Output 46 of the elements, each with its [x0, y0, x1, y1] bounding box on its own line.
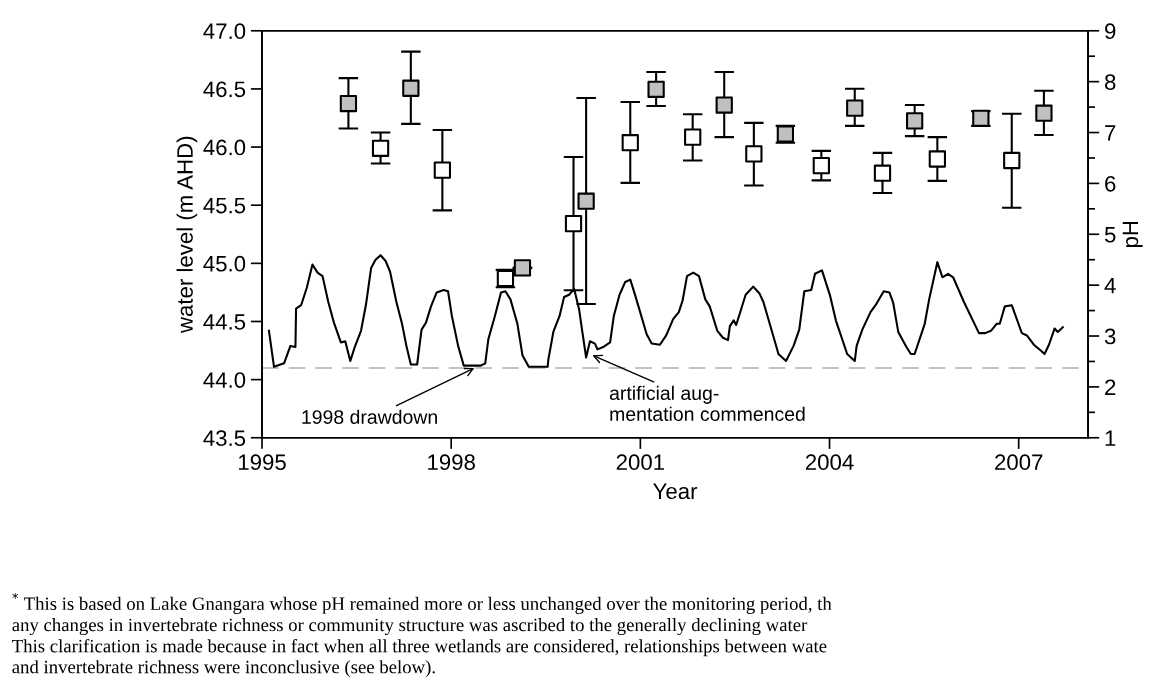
y2-tick-label: 4: [1104, 277, 1116, 294]
y-tick-label: 44.5: [203, 314, 246, 330]
y-tick-label: 45.0: [203, 255, 246, 272]
point: [339, 94, 358, 113]
x-tick-label: 1998: [428, 454, 475, 471]
point: [812, 156, 830, 175]
y-tick-label: 43.5: [203, 430, 246, 447]
y2-tick-label: 5: [1104, 227, 1116, 243]
point: [564, 214, 583, 233]
text: $^{*}$ This is based on Lake Gnangara whose pH remained more or less unchanged over the monitoring period, th any changes in invertebrate richness or community structure was ascribed to the generally declining water This clarification is made because in fact when all three wetlands are considered, relationships between wate and invertebrate richness were inconclusive (see below).: [12, 592, 832, 678]
y-axis-title: water level (m AHD): [176, 136, 198, 334]
point: [1003, 151, 1021, 170]
x-tick-label: 1995: [239, 454, 286, 471]
y2-tick-label: 7: [1105, 125, 1116, 141]
point: [684, 128, 702, 146]
point: [621, 134, 639, 152]
point: [906, 112, 924, 130]
x-tick-label: 2004: [805, 454, 854, 471]
annotation: 1998 drawdown: [302, 409, 437, 424]
y2-tick-label: 1: [1105, 430, 1116, 446]
point: [371, 139, 390, 157]
y-tick-label: 44.0: [203, 372, 246, 388]
y-tick-label: 46.0: [203, 139, 246, 156]
y2-axis-title: pH: [1122, 221, 1143, 248]
x-tick-label: 2001: [616, 454, 664, 471]
point: [577, 192, 595, 210]
y-tick-label: 47.0: [203, 23, 246, 40]
point: [402, 79, 420, 97]
y2-tick-label: 6: [1105, 175, 1116, 192]
y-tick-label: 46.5: [203, 81, 246, 98]
y2-tick-label: 2: [1105, 379, 1116, 395]
x-tick-label: 2007: [995, 454, 1043, 471]
point: [873, 164, 892, 182]
y2-tick-label: 8: [1104, 74, 1116, 90]
y-tick-label: 45.5: [203, 197, 246, 214]
x-axis-title: Year: [653, 483, 698, 500]
point: [433, 161, 452, 179]
point: [715, 96, 733, 114]
y2-tick-label: 3: [1104, 328, 1116, 345]
point: [846, 99, 864, 117]
point: [928, 150, 946, 168]
point: [647, 80, 665, 98]
annotation: artificial aug- mentation commenced: [609, 385, 805, 421]
point: [745, 145, 763, 163]
point: [1035, 104, 1053, 122]
y2-tick-label: 9: [1105, 23, 1116, 40]
